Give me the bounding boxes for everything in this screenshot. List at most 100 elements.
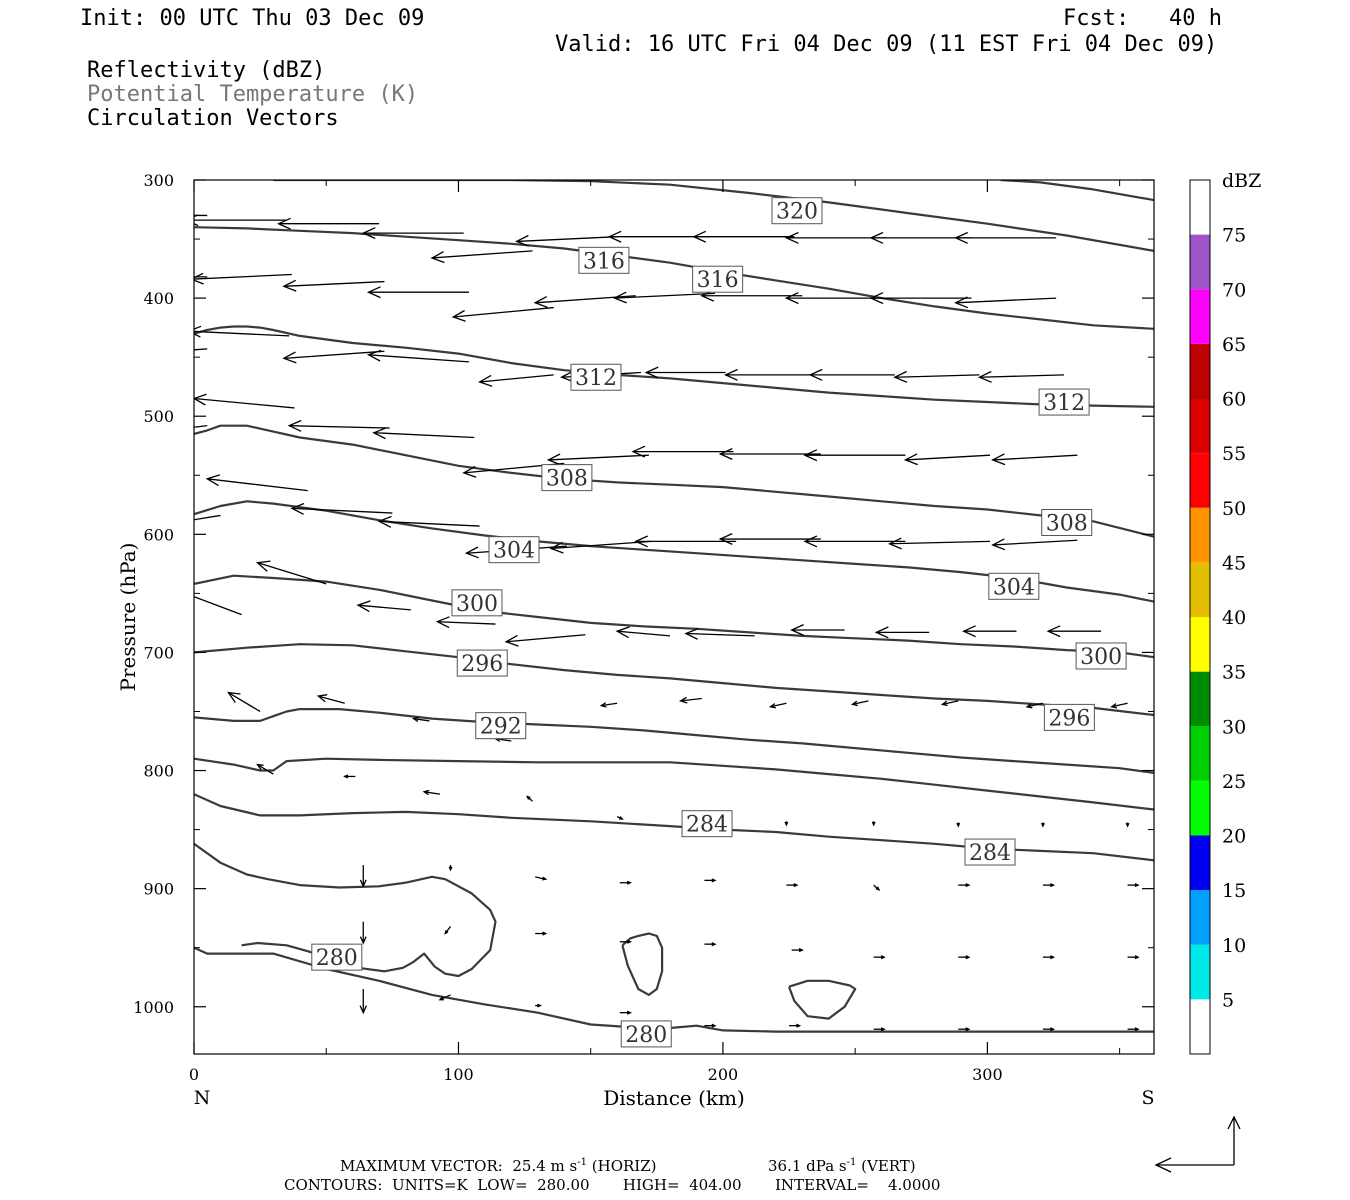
vector-head — [533, 296, 548, 309]
vector-head — [631, 445, 646, 458]
vector-head — [965, 1027, 971, 1032]
contour-label: 280 — [625, 1023, 667, 1048]
x-end-label-south: S — [1141, 1087, 1154, 1109]
forecast-hour: Fcst: 40 h — [1063, 6, 1222, 31]
vector-head — [107, 350, 119, 361]
vector-shaft — [535, 295, 636, 304]
vector-head — [940, 700, 948, 707]
circulation-vector — [615, 626, 671, 639]
vector-head — [796, 1023, 802, 1028]
vector-shaft — [955, 297, 1057, 304]
x-tick-label: 0 — [189, 1065, 199, 1084]
vector-shaft — [357, 604, 411, 611]
contour-label-box — [456, 649, 508, 677]
vector-head — [893, 370, 908, 383]
circulation-vector — [954, 296, 1057, 309]
vector-head — [361, 227, 376, 240]
vector-head — [692, 230, 707, 243]
y-axis-title: Pressure (hPa) — [116, 543, 140, 692]
circulation-vector — [612, 291, 716, 304]
circulation-vector — [803, 535, 906, 548]
contour-label: 280 — [316, 946, 358, 971]
circulation-vector — [977, 370, 1065, 383]
vector-head — [194, 325, 202, 338]
vector-head — [634, 535, 648, 548]
vector-head — [290, 502, 305, 515]
circulation-vector — [869, 292, 972, 305]
vector-head — [679, 696, 688, 704]
vector-shaft — [770, 702, 787, 708]
colorbar-label: 45 — [1222, 552, 1246, 574]
vector-shaft — [283, 280, 385, 287]
vector-shaft — [550, 540, 652, 550]
contour-label-box — [620, 1020, 672, 1048]
vector-shaft — [289, 425, 390, 429]
vector-shaft — [852, 700, 869, 706]
vector-shaft — [516, 236, 618, 243]
circulation-vector — [808, 368, 895, 381]
vector-shaft — [413, 717, 430, 722]
vector-shaft — [318, 695, 345, 704]
vector-head — [962, 625, 976, 638]
circulation-vector — [850, 700, 869, 707]
vector-head — [359, 879, 367, 888]
circulation-vector — [873, 955, 886, 960]
contour-label: 308 — [1046, 512, 1088, 537]
isentrope-line — [194, 424, 1154, 538]
isentrope-line — [194, 757, 1154, 811]
isentrope-line — [194, 574, 1154, 659]
vector-head — [869, 231, 884, 244]
circulation-vector — [991, 538, 1078, 551]
contour-label: 312 — [1043, 391, 1085, 416]
vector-shaft — [283, 350, 385, 359]
vector-shaft — [942, 700, 959, 706]
circulation-vector — [343, 774, 356, 779]
circulation-vector — [438, 994, 451, 1001]
circulation-vector — [962, 625, 1017, 638]
vector-shaft — [1111, 702, 1128, 708]
circulation-vector — [361, 227, 464, 240]
contour-label: 316 — [697, 268, 739, 293]
vector-head — [1050, 883, 1056, 888]
vector-head — [991, 538, 1006, 551]
vector-head — [880, 1027, 886, 1032]
circulation-vector — [1127, 1027, 1140, 1032]
circulation-vector — [359, 989, 367, 1015]
circulation-vector — [356, 600, 411, 613]
circulation-vector — [704, 878, 717, 883]
circulation-vector — [549, 540, 652, 554]
vector-head — [784, 292, 799, 305]
vector-head — [875, 886, 881, 891]
circulation-vector — [1127, 955, 1140, 960]
contour-label-box — [475, 712, 527, 740]
vector-head — [356, 600, 371, 613]
contour-label: 304 — [993, 575, 1035, 600]
vector-head — [954, 231, 968, 244]
circulation-vector — [644, 366, 726, 379]
vector-shaft — [423, 791, 441, 795]
vector-shaft — [548, 454, 649, 461]
circulation-vector — [422, 789, 441, 796]
circulation-vector — [316, 694, 345, 704]
vector-head — [1125, 822, 1130, 828]
vector-head — [644, 366, 659, 379]
circulation-vector — [871, 821, 876, 827]
circulation-vector — [194, 214, 208, 217]
x-end-label-north: N — [194, 1087, 211, 1109]
circulation-vector — [768, 702, 787, 709]
contour-label: 304 — [493, 539, 535, 564]
contour-label-box — [1043, 703, 1095, 731]
y-tick-label: 1000 — [133, 998, 174, 1017]
circulation-vector — [958, 1027, 971, 1032]
vector-shaft — [379, 520, 480, 527]
circulation-vector — [411, 716, 430, 722]
vector-head — [227, 691, 241, 703]
colorbar-label: 40 — [1222, 607, 1246, 629]
vector-shaft — [431, 250, 533, 259]
vector-head — [120, 525, 133, 536]
isentrope-line — [194, 946, 1154, 1033]
circulation-vector — [282, 350, 385, 364]
vector-head — [711, 942, 717, 947]
colorbar-label: 10 — [1222, 935, 1246, 957]
vector-head — [194, 272, 204, 285]
